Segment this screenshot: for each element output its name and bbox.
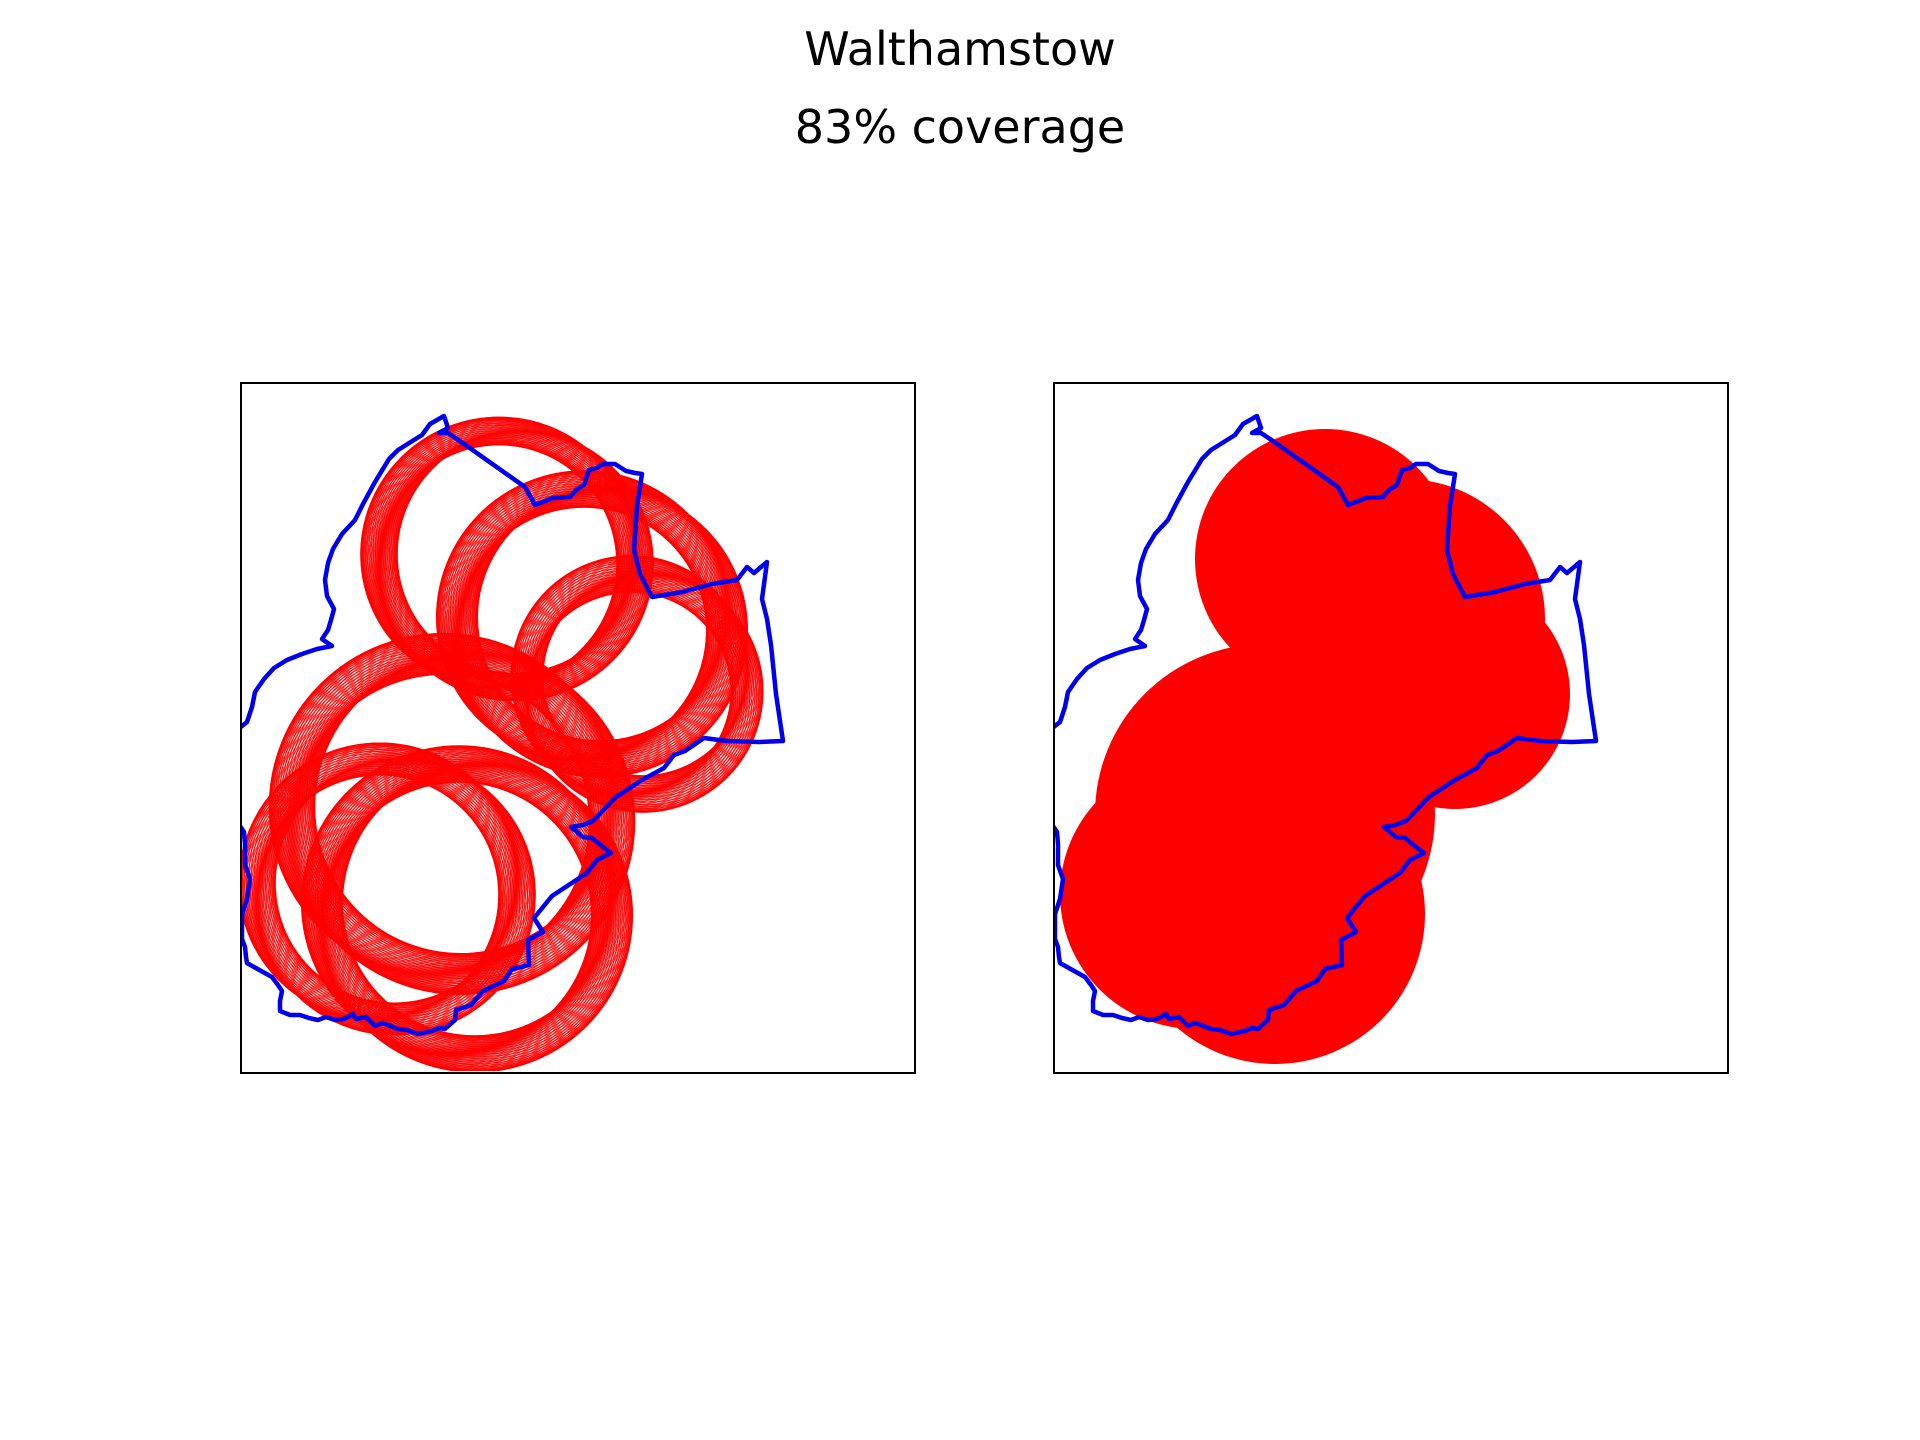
map-outlines-svg (242, 413, 786, 1071)
coverage-ring (284, 633, 611, 961)
coverage-panel-outlines (240, 382, 916, 1074)
coverage-ring (309, 645, 620, 956)
map-filled-svg (1055, 413, 1599, 1064)
coverage-subtitle: 83% coverage (794, 100, 1126, 154)
coverage-panel-filled (1053, 382, 1729, 1074)
walthamstow-boundary (242, 413, 786, 1037)
coverage-ring (339, 763, 629, 1053)
figure-title: Walthamstow (804, 22, 1116, 76)
walthamstow-boundary (1055, 413, 1599, 1037)
coverage-ring (338, 757, 618, 1038)
coverage-ring (311, 646, 621, 956)
coverage-ring (313, 651, 629, 967)
coverage-area (1060, 429, 1570, 1064)
coverage-ring (320, 747, 613, 1041)
coverage-ring (314, 746, 612, 1043)
coverage-ring (326, 769, 630, 1071)
coverage-ring (339, 758, 619, 1038)
coverage-rings (242, 416, 764, 1071)
